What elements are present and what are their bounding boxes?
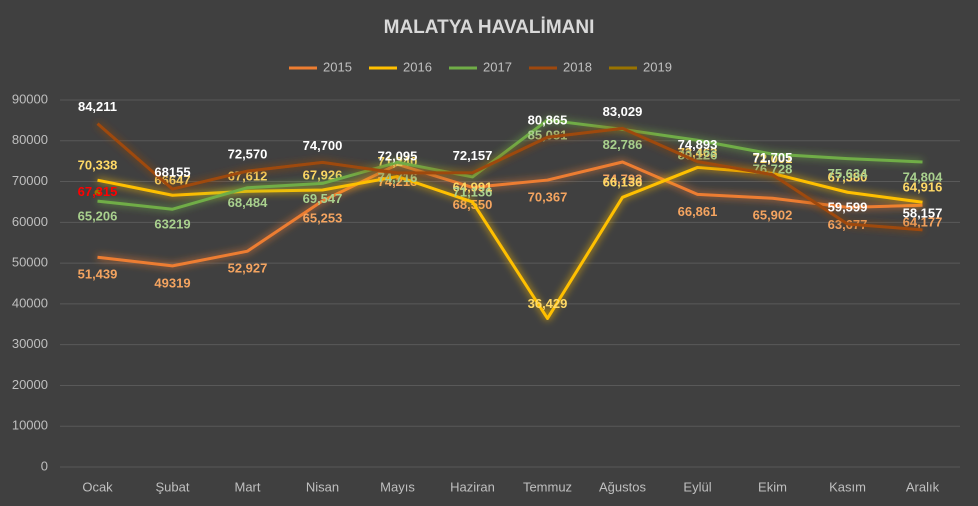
data-label: 67,315 xyxy=(78,184,118,199)
y-tick-label: 20000 xyxy=(12,377,48,392)
series-line xyxy=(97,160,923,268)
y-tick-label: 40000 xyxy=(12,295,48,310)
data-label: 72,157 xyxy=(453,148,493,163)
chart-title: MALATYA HAVALİMANI xyxy=(384,17,595,38)
data-label: 68155 xyxy=(154,165,190,180)
data-label: 64,177 xyxy=(903,215,943,230)
data-label: 51,439 xyxy=(78,267,118,282)
x-tick-label: Mart xyxy=(235,479,261,494)
x-tick-label: Ağustos xyxy=(599,479,646,494)
x-tick-label: Nisan xyxy=(306,479,339,494)
data-label: 74,893 xyxy=(678,137,718,152)
x-tick-label: Şubat xyxy=(156,479,190,494)
y-tick-label: 10000 xyxy=(12,418,48,433)
data-label: 84,211 xyxy=(78,99,117,114)
y-tick-label: 60000 xyxy=(12,214,48,229)
y-tick-label: 0 xyxy=(41,458,48,473)
legend-label: 2017 xyxy=(483,59,512,74)
x-tick-label: Ocak xyxy=(82,479,113,494)
legend-label: 2015 xyxy=(323,59,352,74)
y-tick-label: 80000 xyxy=(12,132,48,147)
data-label: 52,927 xyxy=(228,261,268,276)
legend-label: 2019 xyxy=(643,59,672,74)
legend-label: 2018 xyxy=(563,59,592,74)
x-tick-label: Aralık xyxy=(906,479,940,494)
data-label: 36,429 xyxy=(528,296,568,311)
data-label: 75,634 xyxy=(828,166,869,181)
data-label: 72,570 xyxy=(228,147,268,162)
data-label: 80,865 xyxy=(528,113,568,128)
data-label: 63219 xyxy=(154,217,190,232)
data-label: 74,793 xyxy=(603,171,643,186)
data-label: 70,338 xyxy=(78,158,118,173)
x-tick-label: Mayıs xyxy=(380,479,415,494)
series-line xyxy=(97,118,923,211)
x-tick-label: Eylül xyxy=(683,479,711,494)
data-label: 68,484 xyxy=(228,195,269,210)
data-label: 49319 xyxy=(154,275,190,290)
data-label: 65,206 xyxy=(78,209,118,224)
data-label: 83,029 xyxy=(603,104,643,119)
data-label: 58,157 xyxy=(903,205,943,220)
legend-label: 2016 xyxy=(403,59,432,74)
data-label: 72,095 xyxy=(378,148,418,163)
x-tick-label: Temmuz xyxy=(523,479,572,494)
y-tick-label: 50000 xyxy=(12,255,48,270)
data-label: 66,861 xyxy=(678,204,718,219)
series-line xyxy=(96,122,923,232)
data-label: 71,705 xyxy=(753,150,793,165)
data-label: 70,367 xyxy=(528,189,568,204)
data-label: 80,126 xyxy=(678,148,718,163)
data-label: 85,081 xyxy=(528,127,568,142)
data-label: 82,786 xyxy=(603,137,643,152)
data-label: 74,804 xyxy=(903,169,944,184)
x-tick-label: Haziran xyxy=(450,479,495,494)
x-tick-label: Kasım xyxy=(829,479,866,494)
data-label: 65,253 xyxy=(303,210,343,225)
data-label: 64,991 xyxy=(453,179,493,194)
data-label: 71,136 xyxy=(453,184,493,199)
x-tick-label: Ekim xyxy=(758,479,787,494)
data-label: 66647 xyxy=(154,173,190,188)
point-marker xyxy=(94,189,101,196)
y-tick-label: 30000 xyxy=(12,336,48,351)
data-label: 74,700 xyxy=(303,138,343,153)
data-label: 67,380 xyxy=(828,170,868,185)
data-label: 69,547 xyxy=(303,191,343,206)
y-tick-label: 70000 xyxy=(12,173,48,188)
data-label: 67,926 xyxy=(303,167,343,182)
data-label: 64,916 xyxy=(903,180,943,195)
data-label: 65,902 xyxy=(753,208,793,223)
data-label: 59,599 xyxy=(828,199,868,214)
y-tick-label: 90000 xyxy=(12,91,48,106)
data-label: 66,136 xyxy=(603,175,643,190)
